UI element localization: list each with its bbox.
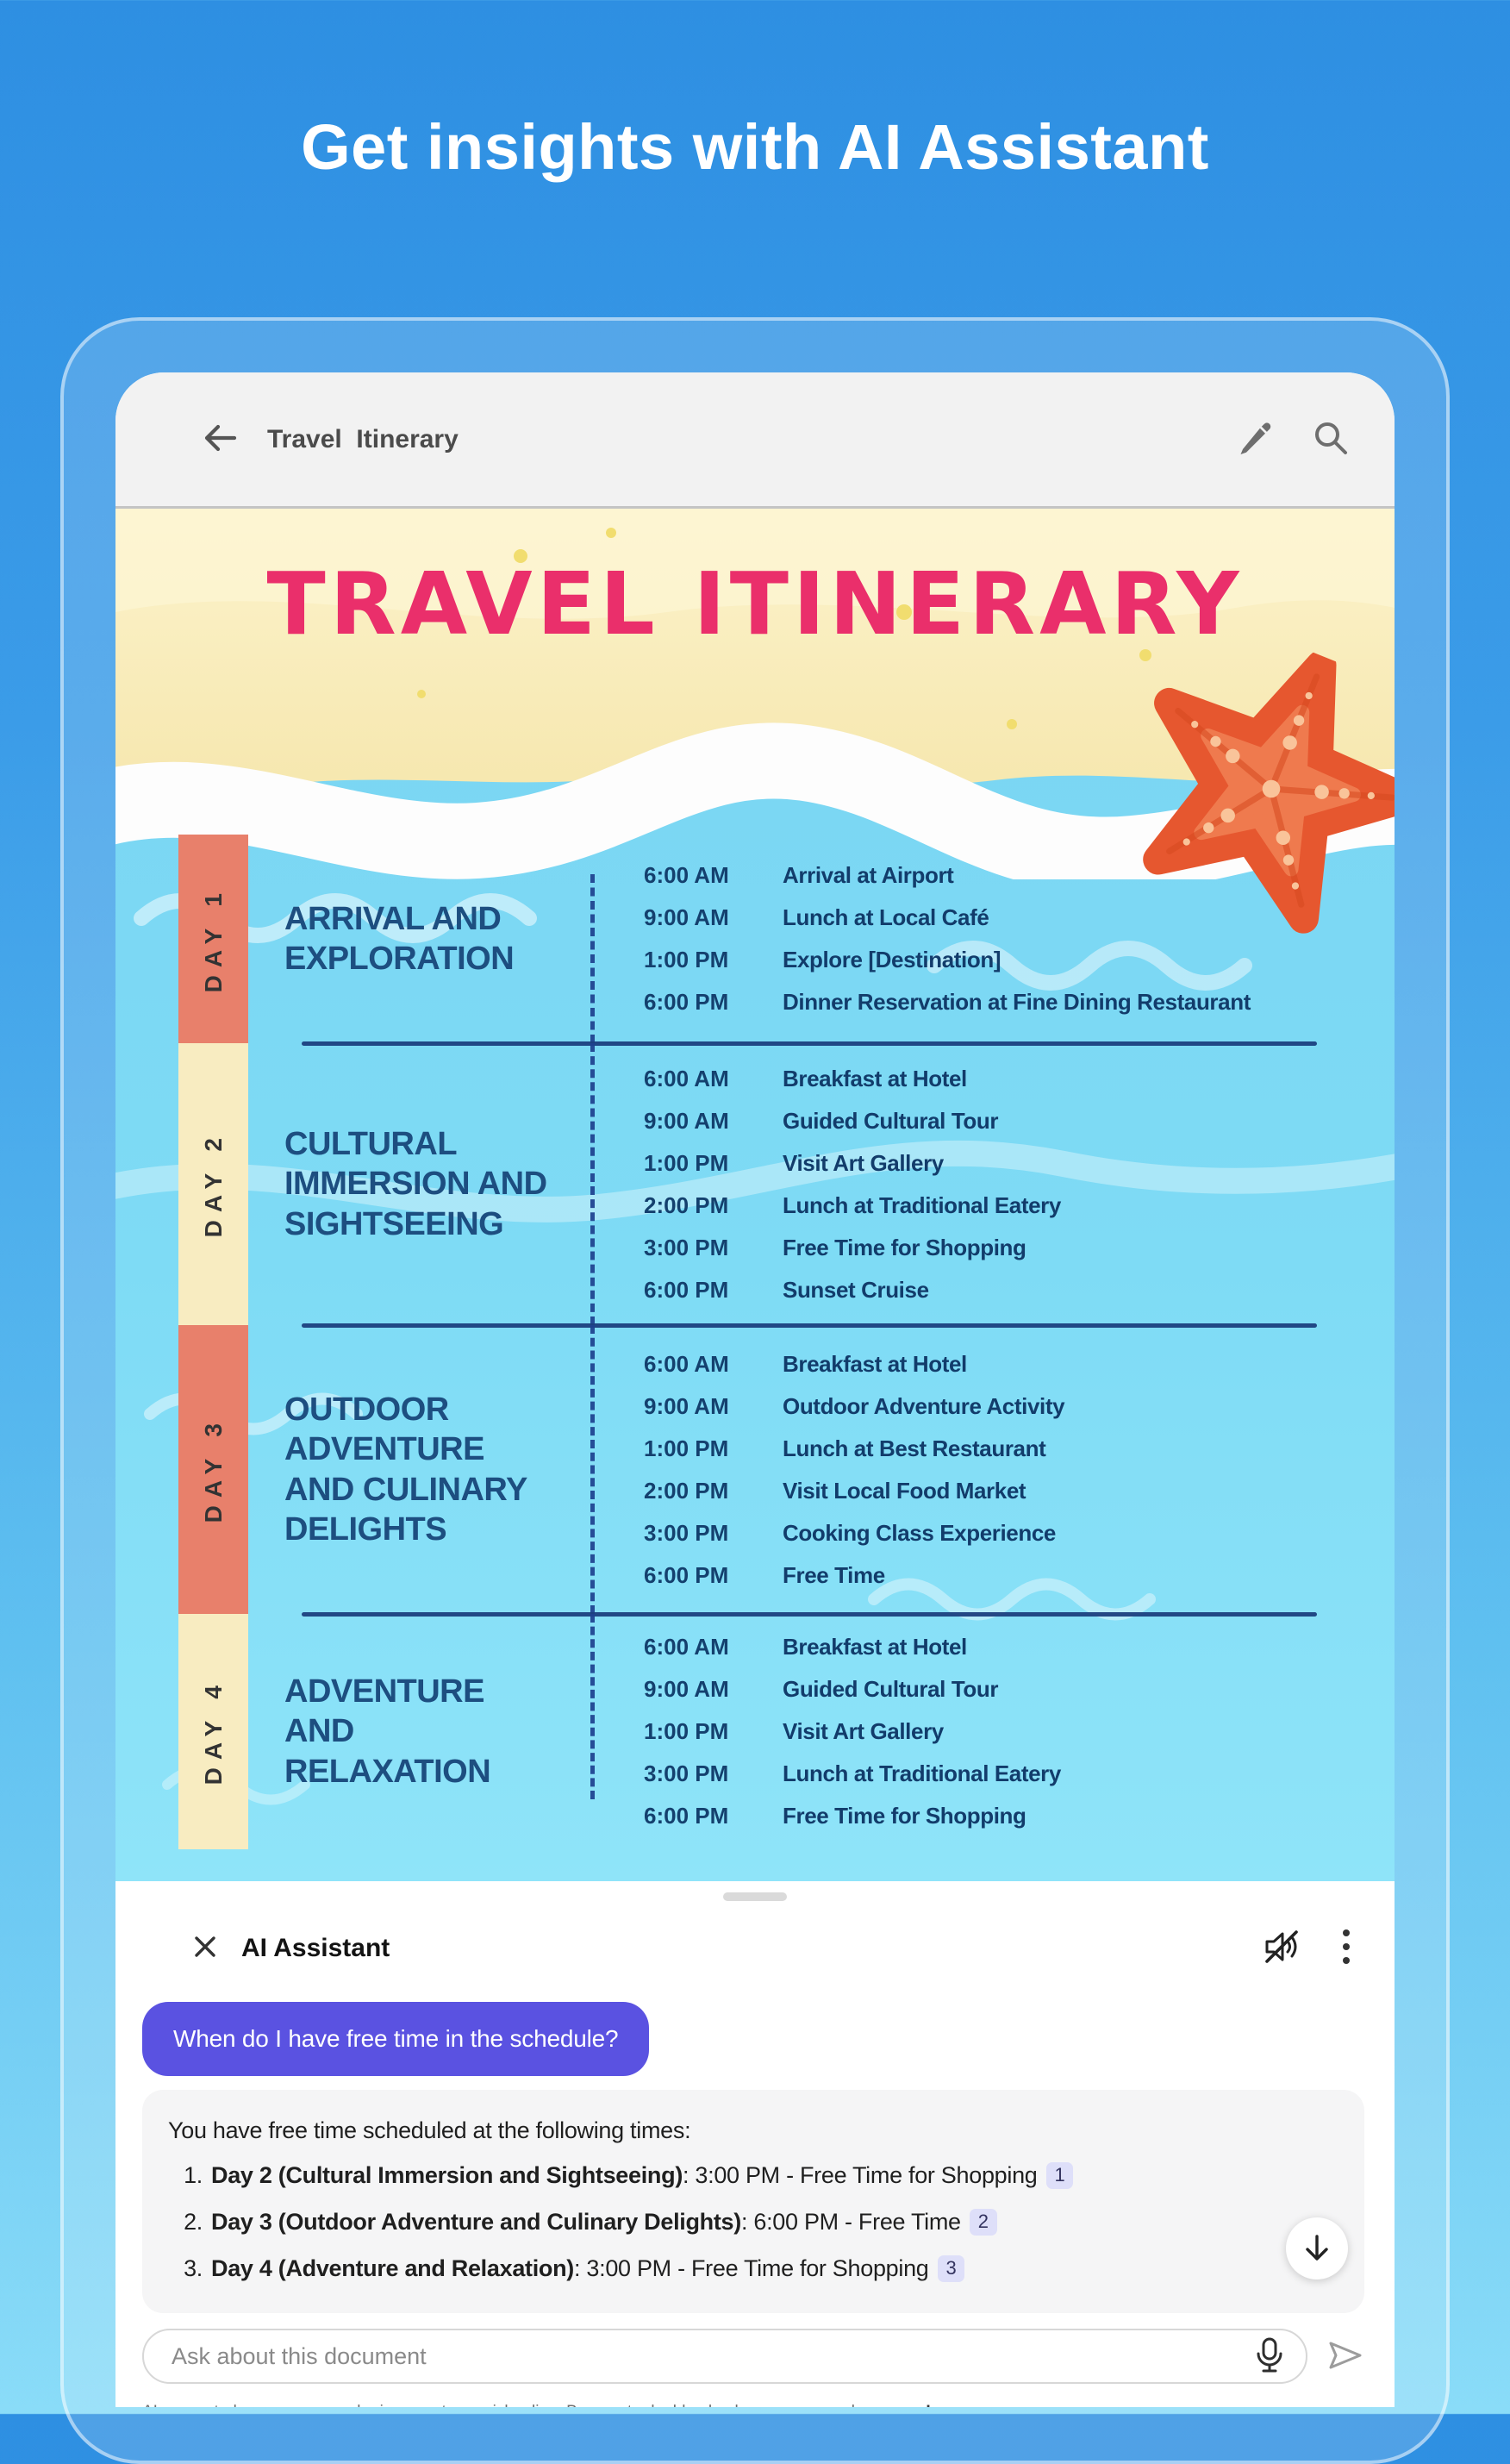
day-divider [302,1612,1317,1617]
starfish-illustration [1143,650,1395,934]
document-title: Travel Itinerary [267,424,459,453]
day-divider [302,1041,1317,1046]
schedule-row: 2:00 PM Visit Local Food Market [644,1477,1026,1504]
send-button[interactable] [1325,2336,1364,2378]
schedule-row: 2:00 PM Lunch at Traditional Eatery [644,1191,1061,1218]
device-frame: Travel Itinerary [60,317,1450,2464]
schedule-row: 3:00 PM Free Time for Shopping [644,1234,1026,1260]
citation-badge[interactable]: 1 [1045,2162,1074,2189]
ai-response-intro: You have free time scheduled at the foll… [168,2117,691,2143]
learn-more-link[interactable]: Learn more [926,2403,1014,2407]
citation-badge[interactable]: 2 [969,2209,997,2236]
edit-pencil-icon [1236,420,1272,459]
schedule-row: 3:00 PM Lunch at Traditional Eatery [644,1760,1061,1786]
close-icon [191,1933,219,1963]
schedule-row: 6:00 PM Dinner Reservation at Fine Dining… [644,989,1251,1015]
edit-button[interactable] [1236,420,1272,459]
day-4-heading: ADVENTURE AND RELAXATION [284,1673,491,1790]
day-3-block: DAY 3 OUTDOOR ADVENTURE AND CULINARY DELIGH… [115,1325,1395,1617]
overflow-menu-button[interactable] [1341,1928,1351,1968]
day-1-block: DAY 1 ARRIVAL AND EXPLORATION 6:00 AM Arri… [115,835,1395,1046]
microphone-icon [1252,2336,1287,2377]
day-4-block: DAY 4 ADVENTURE AND RELAXATION 6:00 AM Brea… [115,1614,1395,1849]
search-icon [1312,419,1350,460]
schedule-row: 9:00 AM Lunch at Local Café [644,904,989,930]
scroll-down-button[interactable] [1286,2217,1348,2280]
sound-toggle-button[interactable] [1262,1927,1301,1969]
ai-response-item: 1. Day 2 (Cultural Immersion and Sightse… [168,2162,1338,2191]
itinerary-days: DAY 1 ARRIVAL AND EXPLORATION 6:00 AM Arri… [115,835,1395,1849]
sound-off-icon [1262,1927,1301,1969]
ai-assistant-title: AI Assistant [241,1933,390,1962]
day-2-block: DAY 2 CULTURAL IMMERSION AND SIGHTSEEING 6… [115,1043,1395,1328]
ai-response-item: 2. Day 3 (Outdoor Adventure and Culinary… [168,2209,1338,2237]
ai-assistant-panel: AI Assistant [115,1892,1395,2407]
day-2-heading: CULTURAL IMMERSION AND SIGHTSEEING [284,1125,547,1242]
user-message-bubble: When do I have free time in the schedule… [142,2002,650,2076]
day-3-tab: DAY 3 [178,1325,248,1614]
page-title: Get insights with AI Assistant [301,111,1209,183]
ai-response-card: You have free time scheduled at the foll… [142,2090,1364,2313]
drag-handle[interactable] [723,1892,787,1901]
schedule-row: 1:00 PM Visit Art Gallery [644,1718,944,1744]
schedule-row: 1:00 PM Visit Art Gallery [644,1149,944,1176]
close-button[interactable] [191,1933,219,1963]
timeline-divider [590,1614,595,1799]
schedule-row: 9:00 AM Guided Cultural Tour [644,1107,999,1134]
day-divider [302,1323,1317,1328]
kebab-menu-icon [1341,1928,1351,1968]
schedule-row: 9:00 AM Guided Cultural Tour [644,1676,999,1702]
schedule-row: 6:00 AM Breakfast at Hotel [644,1065,967,1091]
back-button[interactable] [200,422,240,457]
ai-disclaimer: AI-generated responses may be inaccurate… [142,2403,1364,2407]
schedule-row: 1:00 PM Lunch at Best Restaurant [644,1435,1046,1461]
ai-assistant-header: AI Assistant [115,1927,1395,1969]
citation-badge[interactable]: 3 [937,2255,965,2282]
day-1-tab: DAY 1 [178,835,248,1043]
schedule-row: 9:00 AM Outdoor Adventure Activity [644,1392,1065,1419]
document-canvas[interactable]: TRAVEL ITINERARY [115,509,1395,1881]
schedule-row: 6:00 AM Breakfast at Hotel [644,1634,967,1660]
send-icon [1325,2336,1364,2378]
mic-button[interactable] [1252,2336,1287,2377]
day-2-rows: 6:00 AM Breakfast at Hotel 9:00 AM Guided … [595,1043,1369,1325]
itinerary-title: TRAVEL ITINERARY [266,553,1244,654]
schedule-row: 6:00 AM Breakfast at Hotel [644,1350,967,1377]
ai-input-row [142,2329,1364,2384]
app-screen: Travel Itinerary [115,372,1395,2407]
day-3-heading: OUTDOOR ADVENTURE AND CULINARY DELIGHTS [284,1391,527,1548]
timeline-divider [590,1043,595,1325]
search-button[interactable] [1312,419,1350,460]
ask-document-input[interactable] [172,2342,1252,2370]
schedule-row: 6:00 PM Free Time for Shopping [644,1803,1026,1829]
back-arrow-icon [200,422,240,457]
schedule-row: 3:00 PM Cooking Class Experience [644,1519,1056,1546]
schedule-row: 6:00 PM Sunset Cruise [644,1276,929,1303]
timeline-divider [590,874,595,1043]
timeline-divider [590,1325,595,1614]
schedule-row: 6:00 PM Free Time [644,1561,885,1588]
day-1-rows: 6:00 AM Arrival at Airport 9:00 AM Lunch a… [595,835,1369,1043]
day-2-tab: DAY 2 [178,1043,248,1325]
day-1-heading: ARRIVAL AND EXPLORATION [284,900,515,977]
schedule-row: 6:00 AM Arrival at Airport [644,862,954,888]
schedule-row: 1:00 PM Explore [Destination] [644,947,1001,972]
day-4-rows: 6:00 AM Breakfast at Hotel 9:00 AM Guided … [595,1614,1369,1849]
down-arrow-icon [1301,2231,1333,2267]
day-4-tab: DAY 4 [178,1614,248,1849]
ai-response-item: 3. Day 4 (Adventure and Relaxation): 3:0… [168,2255,1338,2284]
day-3-rows: 6:00 AM Breakfast at Hotel 9:00 AM Outdoor… [595,1325,1369,1614]
app-toolbar: Travel Itinerary [115,372,1395,509]
ask-input-container [142,2329,1307,2384]
